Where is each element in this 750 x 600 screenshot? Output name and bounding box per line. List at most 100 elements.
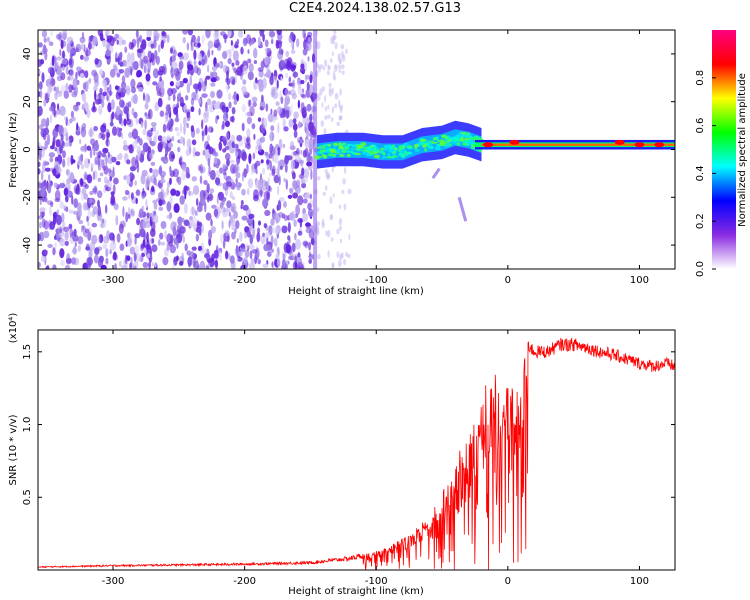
noise-blob — [309, 74, 313, 84]
noise-blob — [338, 68, 342, 73]
noise-blob — [243, 136, 247, 145]
noise-blob — [238, 30, 244, 38]
tone-core-blob — [468, 134, 472, 137]
noise-blob — [339, 238, 343, 244]
noise-blob — [135, 30, 139, 38]
colorbar-tick-label: 0.8 — [695, 70, 706, 86]
noise-blob — [151, 221, 156, 233]
noise-blob — [45, 79, 51, 85]
tone-core-blob — [470, 143, 476, 148]
noise-blob — [203, 117, 209, 124]
noise-blob — [331, 51, 334, 57]
noise-blob — [115, 105, 121, 116]
noise-blob — [159, 170, 166, 178]
x-tick-label: -300 — [102, 576, 125, 587]
noise-blob — [227, 58, 232, 65]
noise-blob — [67, 186, 70, 198]
noise-blob — [94, 58, 99, 65]
noise-blob — [97, 205, 102, 217]
noise-blob — [153, 135, 157, 145]
noise-blob — [59, 201, 64, 209]
noise-blob — [93, 71, 97, 78]
noise-blob — [92, 36, 98, 46]
noise-blob — [292, 242, 296, 252]
noise-blob — [262, 263, 269, 268]
noise-blob — [43, 250, 48, 255]
noise-blob — [177, 146, 181, 153]
noise-blob — [257, 227, 261, 234]
noise-blob — [73, 198, 79, 209]
noise-blob — [259, 30, 264, 37]
noise-blob — [69, 69, 74, 81]
noise-blob — [225, 207, 231, 213]
noise-blob — [62, 30, 68, 39]
noise-blob — [61, 52, 66, 59]
noise-blob — [170, 221, 177, 232]
noise-blob — [250, 168, 255, 175]
noise-blob — [38, 142, 41, 147]
noise-blob — [310, 169, 313, 180]
noise-blob — [183, 116, 187, 127]
noise-blob — [160, 40, 164, 49]
noise-blob — [242, 90, 249, 95]
noise-blob — [84, 231, 88, 238]
noise-blob — [272, 266, 275, 269]
noise-blob — [38, 261, 41, 268]
noise-blob — [112, 166, 115, 177]
tone-core-blob — [347, 143, 352, 147]
noise-blob — [317, 253, 321, 260]
noise-blob — [118, 223, 124, 234]
noise-blob — [131, 61, 134, 72]
y-tick-label: 20 — [22, 95, 33, 108]
noise-blob — [159, 110, 165, 117]
noise-blob — [299, 67, 306, 74]
noise-blob — [83, 99, 87, 109]
colorbar-tick-label: 0.4 — [695, 165, 706, 181]
noise-blob — [127, 213, 131, 219]
noise-blob — [221, 220, 224, 230]
noise-blob — [149, 57, 152, 63]
noise-blob — [271, 227, 276, 234]
noise-blob — [193, 65, 199, 74]
y-tick-label: 0.5 — [22, 489, 33, 505]
noise-blob — [203, 180, 208, 185]
noise-blob — [304, 122, 308, 128]
noise-blob — [345, 48, 348, 55]
noise-blob — [70, 154, 74, 166]
noise-blob — [184, 190, 187, 200]
noise-blob — [40, 255, 46, 262]
noise-blob — [327, 104, 330, 110]
tone-core-blob — [406, 151, 412, 155]
noise-blob — [124, 254, 128, 265]
noise-blob — [260, 234, 266, 245]
noise-blob — [286, 106, 291, 111]
noise-blob — [252, 152, 256, 160]
noise-blob — [145, 179, 150, 191]
noise-blob — [79, 73, 85, 78]
noise-blob — [320, 120, 324, 127]
noise-blob — [139, 228, 146, 238]
noise-blob — [191, 176, 197, 182]
noise-blob — [97, 177, 102, 182]
noise-blob — [231, 231, 236, 240]
noise-blob — [114, 85, 119, 90]
x-tick-label: 0 — [505, 576, 511, 587]
noise-blob — [285, 72, 289, 79]
tone-core-blob — [445, 143, 451, 146]
noise-blob — [248, 153, 252, 165]
tone-core-blob — [354, 152, 362, 156]
noise-blob — [111, 111, 115, 120]
noise-blob — [257, 117, 262, 122]
noise-blob — [118, 114, 123, 125]
tone-core-blob — [460, 137, 464, 142]
noise-blob — [166, 201, 172, 212]
noise-blob — [252, 228, 255, 239]
noise-blob — [333, 30, 337, 35]
noise-blob — [243, 168, 247, 178]
noise-blob — [58, 228, 64, 238]
noise-blob — [207, 49, 211, 58]
noise-blob — [133, 260, 139, 269]
noise-blob — [266, 69, 272, 79]
noise-blob — [91, 222, 98, 228]
noise-blob — [88, 35, 92, 47]
